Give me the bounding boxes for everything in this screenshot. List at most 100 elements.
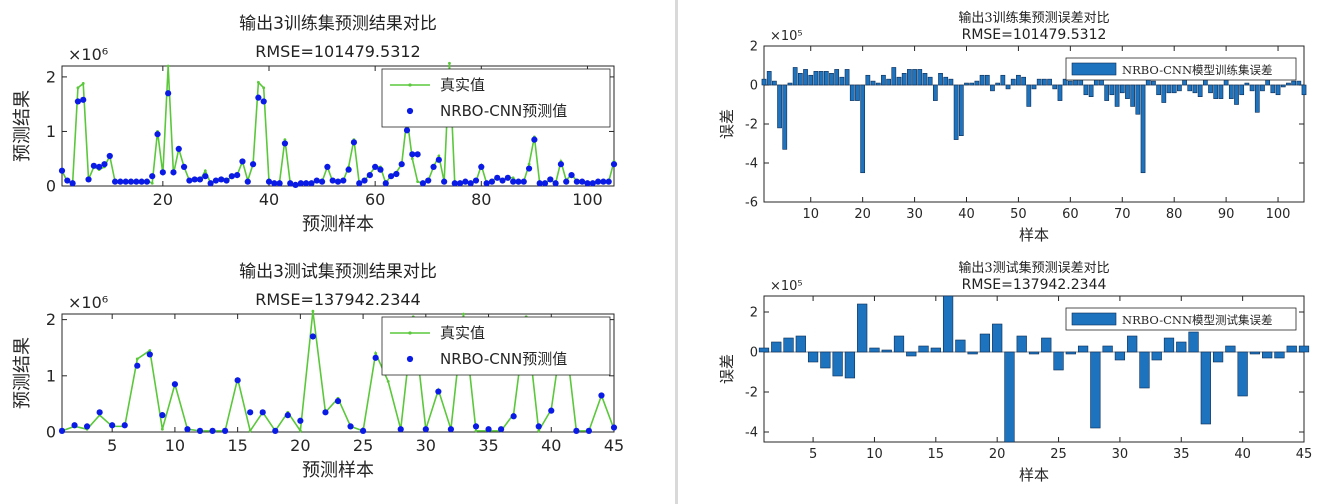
true-marker [511, 176, 515, 180]
error-bar [1291, 80, 1296, 86]
error-bar [1187, 84, 1193, 92]
pred-point [589, 180, 596, 187]
pred-point [303, 180, 310, 187]
y-tick-label: -4 [745, 426, 758, 441]
x-tick-label: 15 [928, 447, 945, 462]
legend-label: NRBO-CNN模型训练集误差 [1122, 63, 1273, 77]
pred-point [165, 90, 172, 97]
pred-point [154, 131, 161, 138]
pred-point [467, 180, 474, 187]
error-bar [1004, 351, 1015, 443]
error-bar [795, 335, 806, 353]
pred-point [143, 178, 151, 185]
pred-point [435, 388, 442, 395]
pred-point [605, 178, 612, 185]
x-tick-label: 45 [604, 436, 624, 455]
error-bar [771, 341, 782, 353]
error-bar [1140, 84, 1146, 174]
error-bar [1077, 345, 1089, 353]
error-bar [1151, 351, 1162, 361]
true-marker [416, 180, 420, 184]
error-bar [1042, 78, 1047, 86]
true-marker [160, 427, 164, 431]
pred-point [96, 163, 103, 171]
error-bar [1010, 78, 1016, 86]
error-bar [758, 347, 770, 353]
error-bar [782, 84, 788, 150]
x-tick-label: 40 [1234, 447, 1251, 462]
pred-point [309, 333, 317, 340]
pred-point [499, 177, 506, 184]
pred-point [281, 140, 289, 147]
pred-point [494, 174, 501, 181]
error-bar [1125, 84, 1130, 99]
pred-point [430, 163, 437, 171]
pred-point [547, 176, 554, 183]
error-bar [1067, 80, 1073, 86]
error-bar [930, 347, 941, 353]
pred-point [146, 351, 153, 358]
true-marker [437, 154, 441, 158]
pred-point [350, 139, 358, 146]
error-bar [1274, 351, 1285, 359]
pred-point [377, 166, 384, 173]
error-bar [881, 74, 886, 86]
error-bar [1090, 351, 1101, 429]
true-marker [256, 80, 260, 84]
pred-point [334, 178, 342, 185]
error-bar [1016, 335, 1027, 353]
error-bar [1053, 351, 1064, 371]
x-tick-label: 40 [259, 190, 279, 209]
x-tick-label: 35 [478, 436, 498, 455]
error-bar [1139, 351, 1150, 389]
pred-point [244, 178, 251, 185]
pred-point [456, 180, 464, 187]
axis-exponent: ×10⁶ [68, 45, 108, 64]
x-tick-label: 60 [1062, 207, 1079, 222]
error-bar [967, 351, 978, 355]
error-bar [896, 76, 902, 86]
axis-exponent: ×10⁵ [770, 29, 803, 44]
x-tick-label: 20 [290, 436, 310, 455]
error-bar [772, 80, 777, 86]
chart-subtitle: RMSE=101479.5312 [962, 27, 1107, 43]
error-bar [834, 69, 840, 86]
pred-point [361, 177, 368, 184]
error-bar [1301, 84, 1307, 96]
pred-point [272, 427, 279, 434]
pred-point [483, 180, 490, 187]
x-tick-label: 60 [365, 190, 385, 209]
x-tick-label: 20 [854, 207, 871, 222]
error-bar [1041, 337, 1052, 353]
true-marker [527, 162, 531, 166]
pred-point [209, 427, 216, 434]
pred-point [85, 176, 92, 183]
pred-point [218, 176, 225, 183]
error-bar [1028, 351, 1040, 355]
x-tick-label: 20 [989, 447, 1006, 462]
error-bar [1275, 84, 1281, 96]
error-bar [1249, 351, 1261, 355]
pred-point [259, 409, 266, 416]
error-bar [1161, 84, 1167, 103]
error-bar [1130, 84, 1136, 107]
pred-point [340, 177, 347, 184]
error-bar [820, 351, 831, 369]
pred-point [419, 180, 427, 187]
error-bar [1026, 84, 1032, 107]
error-bar [1114, 351, 1126, 361]
error-bar [948, 78, 954, 86]
error-bar [1200, 351, 1211, 425]
error-bar [922, 73, 928, 86]
x-tick-label: 5 [107, 436, 117, 455]
error-bar [1218, 84, 1224, 99]
error-bar [1021, 76, 1026, 86]
x-tick-label: 90 [1218, 207, 1235, 222]
y-tick-label: 0 [750, 79, 758, 94]
pred-point [441, 178, 448, 185]
pred-point [106, 152, 113, 160]
error-bar [1114, 84, 1120, 107]
true-marker [166, 64, 170, 68]
true-marker [262, 86, 266, 90]
pred-point [207, 180, 214, 187]
